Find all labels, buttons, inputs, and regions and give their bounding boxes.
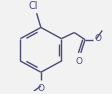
Text: O: O xyxy=(93,34,100,43)
Text: Cl: Cl xyxy=(28,1,37,11)
Text: O: O xyxy=(37,84,44,93)
Text: O: O xyxy=(75,57,82,66)
